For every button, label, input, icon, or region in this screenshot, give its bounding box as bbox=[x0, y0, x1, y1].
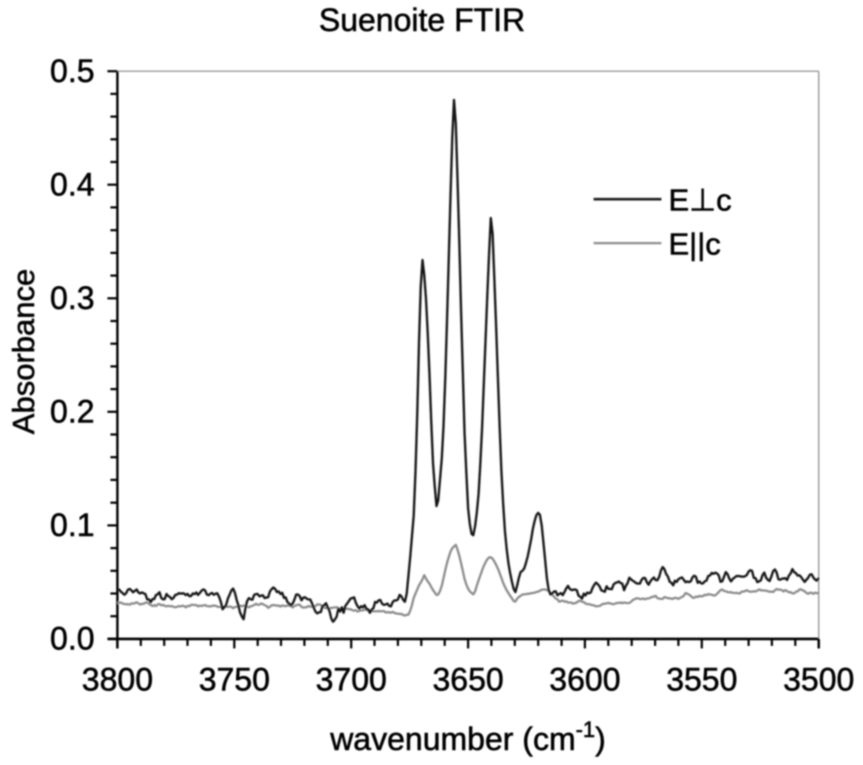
svg-text:0.1: 0.1 bbox=[50, 507, 94, 543]
svg-text:3800: 3800 bbox=[82, 662, 153, 698]
svg-text:0.3: 0.3 bbox=[50, 280, 94, 316]
svg-text:3500: 3500 bbox=[783, 662, 854, 698]
svg-text:0.5: 0.5 bbox=[50, 53, 94, 89]
svg-text:3650: 3650 bbox=[433, 662, 504, 698]
svg-text:0.2: 0.2 bbox=[50, 394, 94, 430]
svg-text:wavenumber (cm-1): wavenumber (cm-1) bbox=[329, 717, 606, 757]
svg-text:0.0: 0.0 bbox=[50, 621, 94, 657]
svg-text:E||c: E||c bbox=[669, 227, 721, 262]
svg-text:Suenoite FTIR: Suenoite FTIR bbox=[319, 2, 525, 38]
svg-text:3750: 3750 bbox=[199, 662, 270, 698]
svg-text:0.4: 0.4 bbox=[50, 167, 94, 203]
svg-text:E⊥c: E⊥c bbox=[669, 183, 732, 218]
svg-text:3550: 3550 bbox=[666, 662, 737, 698]
svg-text:Absorbance: Absorbance bbox=[6, 269, 41, 434]
svg-text:3600: 3600 bbox=[549, 662, 620, 698]
svg-text:3700: 3700 bbox=[316, 662, 387, 698]
